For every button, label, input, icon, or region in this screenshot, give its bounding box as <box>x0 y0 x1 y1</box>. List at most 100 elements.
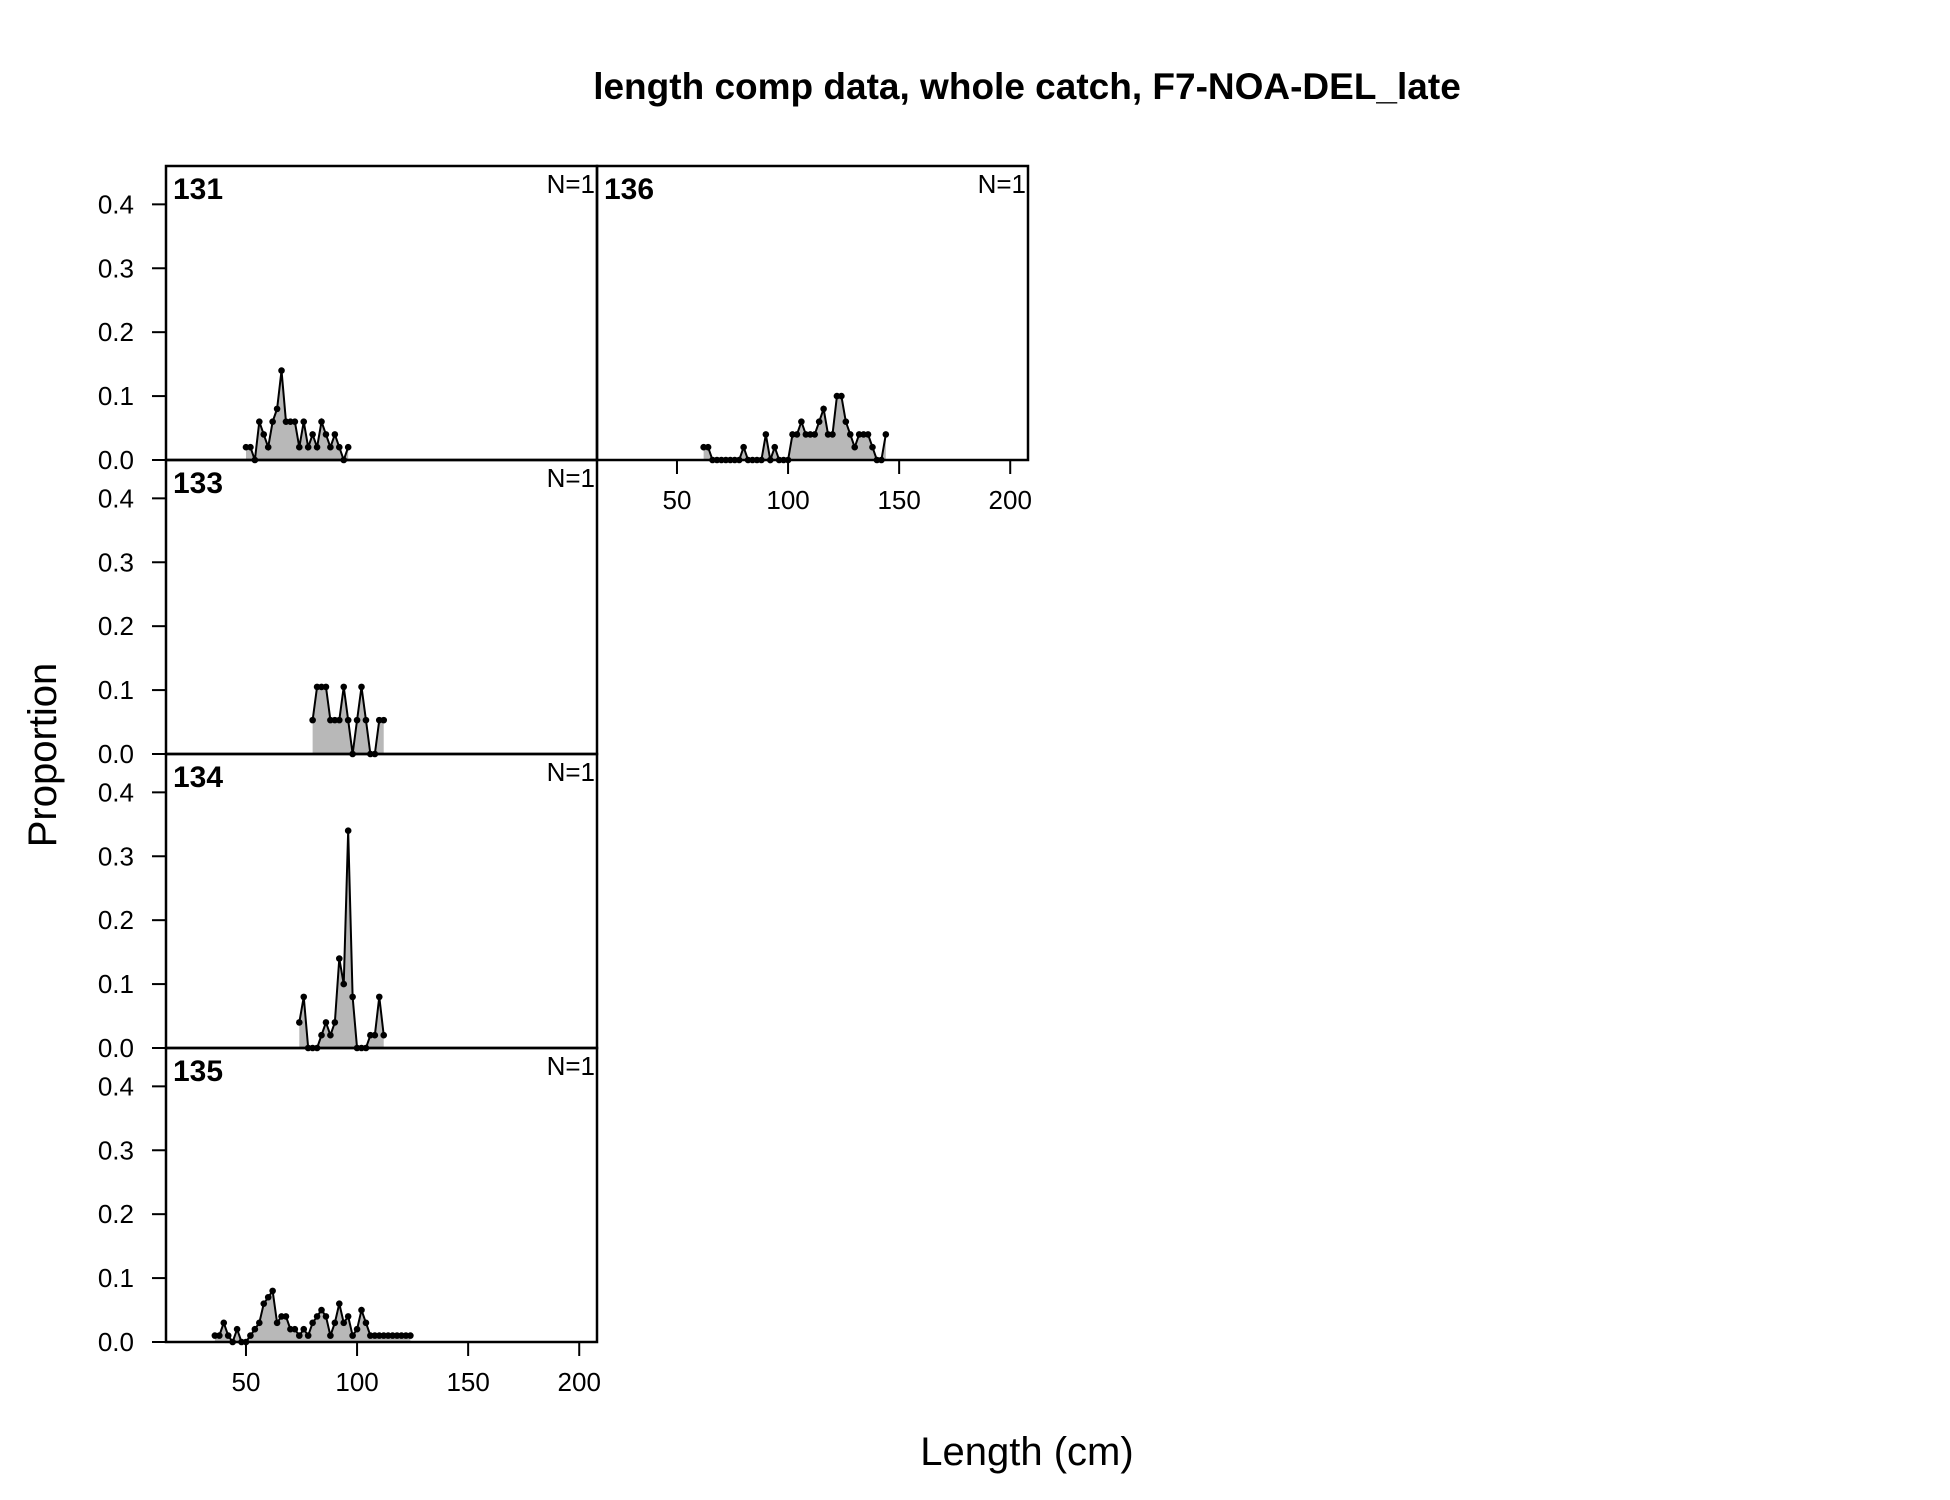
point-134 <box>349 993 356 1001</box>
point-136 <box>815 418 823 425</box>
point-135 <box>256 1319 263 1327</box>
point-134 <box>371 1031 379 1039</box>
y-tick-label: 0.3 <box>98 841 134 871</box>
point-135 <box>362 1319 370 1327</box>
point-135 <box>309 1319 316 1327</box>
n-label: N=1 <box>547 169 595 199</box>
y-tick-label: 0.4 <box>98 483 134 513</box>
panel-136: 136 N=1 50 100 150 200 <box>595 164 1032 515</box>
point-135 <box>251 1325 259 1333</box>
point-136 <box>882 431 890 438</box>
point-135 <box>269 1287 276 1295</box>
panel-134: 134 N=1 0.0 0.1 0.2 0.3 0.4 <box>98 752 599 1063</box>
point-133 <box>344 716 352 724</box>
panel-131: 131 N=1 0.0 0.1 0.2 0.3 0.4 <box>98 164 599 475</box>
point-135 <box>322 1313 330 1320</box>
point-136 <box>771 443 779 451</box>
panel-label-135: 135 <box>173 1055 223 1088</box>
y-tick-label: 0.4 <box>98 777 134 807</box>
point-131 <box>304 443 312 451</box>
x-tick-label: 50 <box>232 1367 261 1397</box>
y-tick-label: 0.2 <box>98 611 134 641</box>
point-133 <box>380 716 388 724</box>
point-131 <box>344 443 352 451</box>
point-136 <box>820 405 827 413</box>
n-label: N=1 <box>547 757 595 787</box>
point-134 <box>295 1019 303 1026</box>
point-135 <box>216 1332 223 1339</box>
point-136 <box>869 443 876 451</box>
x-tick-label: 100 <box>335 1367 378 1397</box>
panels-group: 131 N=1 0.0 0.1 0.2 0.3 0.4 133 N=1 0.0 0.1 0.2 0.3 0… <box>98 164 1032 1397</box>
y-tick-label: 0.0 <box>98 1327 134 1357</box>
point-134 <box>380 1031 388 1039</box>
y-tick-label: 0.4 <box>98 1071 134 1101</box>
y-tick-label: 0.2 <box>98 1199 134 1229</box>
point-135 <box>331 1319 339 1327</box>
point-131 <box>256 418 263 425</box>
y-tick-label: 0.3 <box>98 253 134 283</box>
point-131 <box>260 431 268 438</box>
point-134 <box>344 827 352 834</box>
n-label: N=1 <box>978 169 1026 199</box>
panel-frame <box>164 752 599 1050</box>
point-131 <box>247 443 254 451</box>
point-134 <box>340 980 348 988</box>
point-133 <box>309 716 316 724</box>
panel-label-133: 133 <box>173 467 223 500</box>
point-133 <box>340 683 348 691</box>
point-136 <box>838 392 845 400</box>
n-label: N=1 <box>547 463 595 493</box>
point-135 <box>318 1306 325 1314</box>
point-134 <box>300 993 308 1001</box>
y-tick-label: 0.2 <box>98 905 134 935</box>
point-135 <box>335 1300 343 1307</box>
panel-135: 135 N=1 0.0 0.1 0.2 0.3 0.4 50 100 150 200 <box>98 1046 601 1397</box>
point-131 <box>295 443 303 451</box>
panel-frame <box>164 1046 599 1344</box>
point-135 <box>313 1313 321 1320</box>
x-tick-label: 200 <box>989 485 1032 515</box>
point-134 <box>331 1019 339 1026</box>
y-tick-label: 0.3 <box>98 1135 134 1165</box>
point-134 <box>375 993 383 1001</box>
x-axis-title: Length (cm) <box>920 1430 1133 1474</box>
y-tick-label: 0.3 <box>98 547 134 577</box>
point-133 <box>353 716 361 724</box>
x-tick-label: 150 <box>877 485 920 515</box>
y-tick-label: 0.0 <box>98 445 134 475</box>
point-136 <box>842 418 850 425</box>
chart-title: length comp data, whole catch, F7-NOA-DE… <box>593 66 1461 107</box>
y-tick-label: 0.0 <box>98 739 134 769</box>
point-135 <box>247 1332 254 1339</box>
point-135 <box>344 1313 352 1320</box>
point-131 <box>300 418 308 425</box>
x-tick-label: 150 <box>446 1367 489 1397</box>
area-134 <box>299 830 384 1048</box>
point-131 <box>278 367 285 374</box>
point-135 <box>260 1300 268 1307</box>
point-134 <box>322 1019 330 1026</box>
y-tick-label: 0.4 <box>98 189 134 219</box>
point-135 <box>300 1325 308 1333</box>
point-131 <box>309 431 316 438</box>
y-tick-label: 0.1 <box>98 969 134 999</box>
area-136 <box>703 396 886 460</box>
y-tick-label: 0.1 <box>98 1263 134 1293</box>
panel-133: 133 N=1 0.0 0.1 0.2 0.3 0.4 <box>98 458 599 769</box>
point-131 <box>318 418 325 425</box>
point-131 <box>335 443 343 451</box>
panel-label-131: 131 <box>173 173 223 206</box>
y-tick-label: 0.1 <box>98 381 134 411</box>
point-135 <box>349 1332 356 1339</box>
point-135 <box>358 1306 365 1314</box>
point-133 <box>358 683 365 691</box>
point-136 <box>798 418 805 425</box>
panel-frame <box>595 164 1030 462</box>
y-axis-title: Proportion <box>21 663 65 848</box>
point-136 <box>864 431 872 438</box>
point-131 <box>273 405 281 413</box>
point-135 <box>273 1319 281 1327</box>
y-tick-label: 0.0 <box>98 1033 134 1063</box>
point-131 <box>327 443 334 451</box>
